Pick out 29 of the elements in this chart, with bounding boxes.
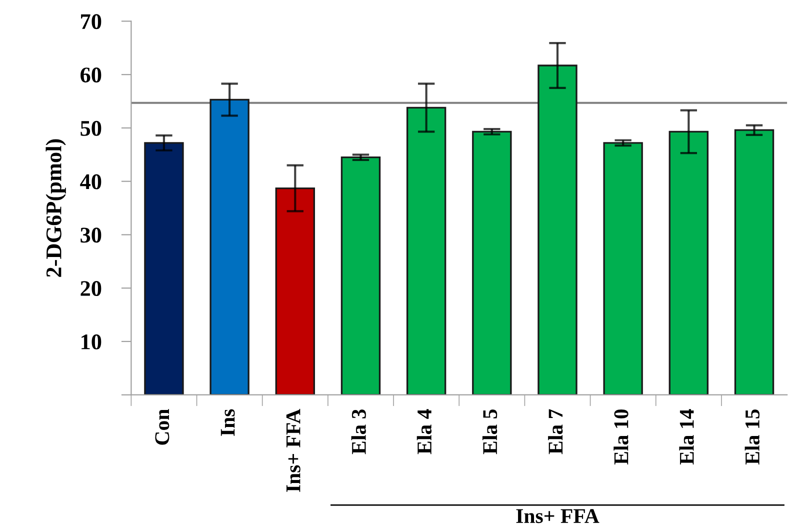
y-tick-label: 40 xyxy=(80,174,102,190)
y-tick-label: 30 xyxy=(80,228,102,243)
y-axis-title: 2-DG6P(pmol) xyxy=(46,139,66,277)
bar xyxy=(144,142,184,395)
text: Ins+ FFA xyxy=(516,509,600,524)
bar xyxy=(538,64,578,395)
bar xyxy=(603,142,643,395)
x-tick-label: Ela 4 xyxy=(416,409,432,454)
y-tick-label: 20 xyxy=(80,281,102,296)
x-tick-label: Ins xyxy=(220,409,235,436)
x-tick-label: Ela 14 xyxy=(679,409,694,465)
x-tick-label: Ela 3 xyxy=(351,409,366,454)
bar xyxy=(210,98,250,395)
x-tick-label: Con xyxy=(155,409,170,445)
y-tick-label: 10 xyxy=(82,334,102,350)
bar xyxy=(734,129,774,395)
bar xyxy=(668,130,709,395)
x-tick-label: Ela 15 xyxy=(744,410,760,465)
bar xyxy=(472,130,512,395)
bar xyxy=(340,156,381,395)
y-tick-label: 70 xyxy=(81,14,102,30)
x-tick-label: Ela 5 xyxy=(482,410,498,454)
x-tick-label: Ins+ FFA xyxy=(286,408,300,492)
x-tick-label: Ela 7 xyxy=(548,409,563,454)
x-tick-label: Ela 10 xyxy=(614,410,628,465)
y-tick-label: 50 xyxy=(80,120,102,136)
bar xyxy=(406,106,446,395)
bar xyxy=(275,187,315,395)
y-tick-label: 60 xyxy=(80,68,102,83)
